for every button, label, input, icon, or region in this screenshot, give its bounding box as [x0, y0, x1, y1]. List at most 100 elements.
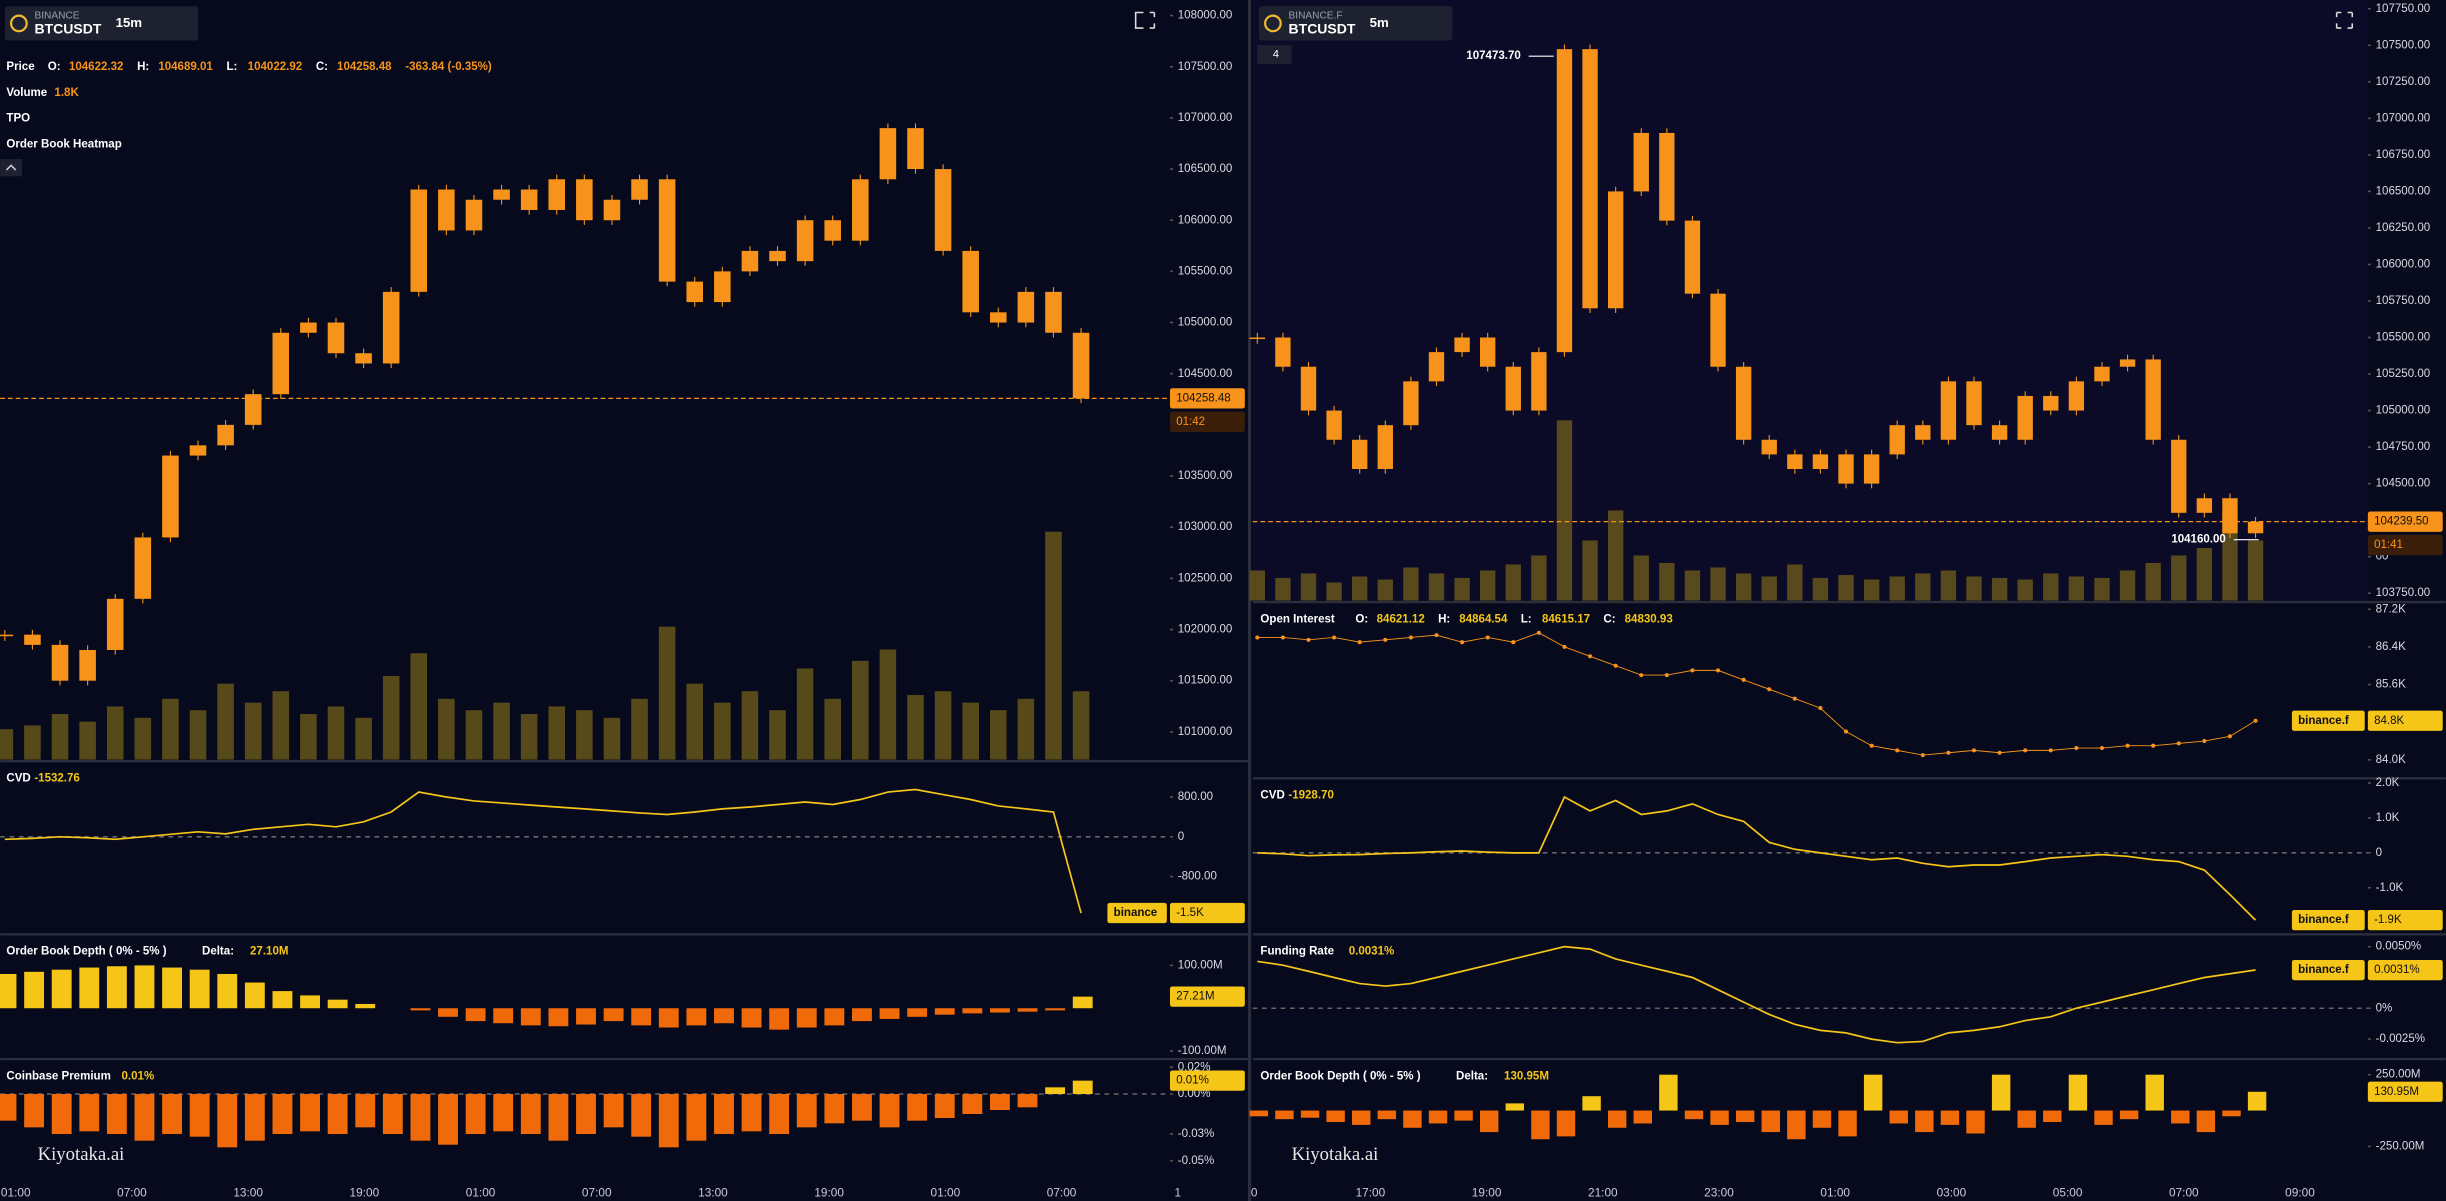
legend-text: Volume: [6, 87, 47, 99]
volume-bar: [631, 698, 648, 760]
series-line: [1257, 632, 2256, 756]
bar: [1889, 1110, 1908, 1124]
bar: [189, 969, 210, 1009]
candle: [1915, 425, 1931, 440]
y-tick-label: 103500.00: [1178, 470, 1233, 482]
legend-text: Open Interest: [1260, 613, 1334, 625]
y-tick-label: 84.0K: [2376, 754, 2406, 766]
badge-text: 0.0031%: [2374, 964, 2420, 976]
volume-bar: [327, 706, 345, 760]
legend-text: Order Book Depth ( 0% - 5% ): [1260, 1070, 1420, 1082]
bar: [24, 971, 45, 1009]
oi-dot: [1639, 673, 1644, 678]
volume-bar: [2119, 570, 2136, 601]
chevron[interactable]: [5, 164, 17, 171]
legend-text: Order Book Depth ( 0% - 5% ): [6, 945, 166, 957]
bar: [1966, 1110, 1985, 1134]
bar: [1607, 1110, 1627, 1128]
volume-bar: [989, 710, 1007, 760]
candle: [24, 634, 41, 645]
symbol: BTCUSDT: [1289, 20, 1356, 36]
volume-bar: [1479, 570, 1496, 601]
candle: [493, 189, 510, 200]
bar: [1072, 1080, 1093, 1094]
bar: [1582, 1096, 1601, 1111]
badge-text: binance.f: [2298, 964, 2349, 976]
toggle-box[interactable]: [1257, 45, 1292, 64]
badge-text: 104239.50: [2374, 516, 2429, 528]
bar: [217, 973, 238, 1009]
bar: [686, 1093, 707, 1141]
y-tick-label: 87.2K: [2376, 603, 2406, 615]
volume-bar: [852, 660, 869, 760]
candle: [1377, 425, 1393, 470]
volume-bar: [2145, 562, 2161, 601]
bar: [465, 1008, 486, 1022]
volume-bar: [1838, 574, 1854, 601]
bar: [1633, 1110, 1653, 1124]
legend-text: H:: [137, 61, 149, 73]
y-tick-label: 102000.00: [1178, 624, 1233, 636]
bar: [106, 1093, 127, 1135]
volume-bar: [658, 626, 676, 760]
bar: [2094, 1110, 2113, 1125]
fullscreen-button[interactable]: [2335, 11, 2354, 29]
oi-dot: [1971, 748, 1977, 753]
bar: [410, 1008, 431, 1011]
candle: [576, 179, 593, 221]
badge: [2367, 959, 2443, 981]
candle: [438, 189, 455, 231]
symbol-box[interactable]: [4, 6, 199, 41]
bar: [1479, 1110, 1499, 1133]
time-label: 01:00: [1, 1185, 31, 1199]
legend-text: TPO: [6, 113, 30, 125]
volume-bar: [907, 695, 924, 760]
volume-bar: [2196, 547, 2213, 601]
expand-icon[interactable]: [2335, 11, 2354, 29]
volume-bar: [796, 668, 814, 760]
y-tick-label: 107750.00: [2376, 3, 2431, 15]
bar: [1787, 1110, 1806, 1140]
candle: [2068, 381, 2085, 411]
candle: [1710, 293, 1726, 367]
y-tick-label: -800.00: [1178, 871, 1217, 883]
volume-bar: [382, 676, 400, 760]
candle: [2171, 439, 2187, 513]
badge: [2367, 534, 2443, 556]
candle: [686, 281, 704, 303]
bar: [934, 1008, 955, 1015]
volume-bar: [465, 710, 483, 760]
candle: [1045, 291, 1062, 333]
oi-dot: [1997, 750, 2002, 755]
bar: [2145, 1074, 2164, 1111]
button-bg[interactable]: [0, 159, 22, 177]
collapse-button[interactable]: [0, 159, 22, 177]
badge: [2291, 959, 2365, 981]
symbol-box[interactable]: [1258, 6, 1453, 41]
bar: [217, 1093, 238, 1148]
volume-bar: [1633, 555, 1649, 601]
y-tick-label: 101000.00: [1178, 726, 1233, 738]
candle: [962, 250, 979, 313]
bar: [907, 1093, 928, 1121]
volume-bar: [438, 698, 455, 760]
bar: [24, 1093, 45, 1128]
expand-icon[interactable]: [1134, 11, 1156, 29]
y-tick-label: 105250.00: [2376, 368, 2431, 380]
fullscreen-button[interactable]: [1134, 11, 1156, 29]
y-tick-label: 106250.00: [2376, 222, 2431, 234]
candle: [1403, 381, 1419, 426]
y-tick-label: 106500.00: [1178, 163, 1233, 175]
bar: [1249, 1110, 1269, 1117]
y-tick-label: 2.0K: [2376, 777, 2400, 789]
volume-bar: [51, 714, 69, 760]
y-tick-label: 0.00%: [1178, 1088, 1211, 1100]
bar: [824, 1008, 845, 1026]
legend-text: 1.8K: [54, 87, 79, 99]
bar: [1017, 1093, 1038, 1108]
badge: [1169, 388, 1245, 409]
legend-text: L:: [226, 61, 237, 73]
candle: [2196, 498, 2213, 513]
oi-dot: [2253, 718, 2258, 723]
bar: [438, 1093, 458, 1145]
